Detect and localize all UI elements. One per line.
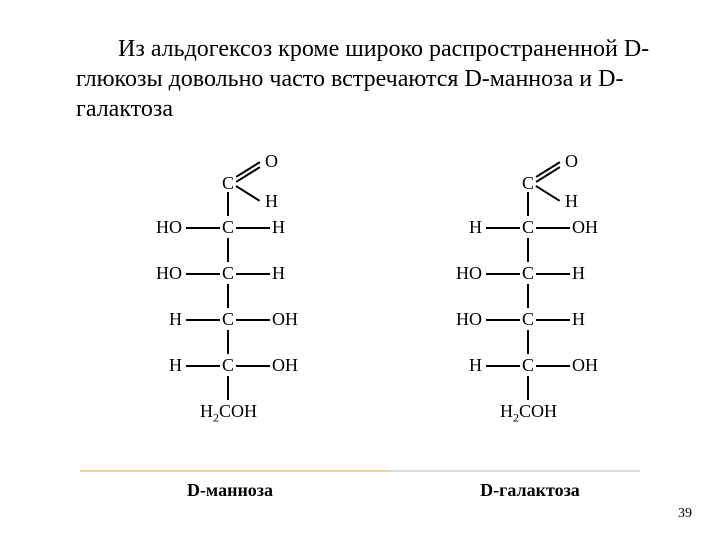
galactose-c3-lb [486,273,520,275]
galactose-c5-right: OH [572,356,598,374]
galactose-c3-rb [536,273,570,275]
mannose-v1 [227,192,229,216]
mannose-c6: H2COH [200,402,257,424]
molecule-mannose: C O H C HO H C HO H C H OH C H OH H2COH … [120,150,340,510]
intro-paragraph: Из альдогексоз кроме широко распростране… [76,34,656,124]
mannose-c3-right: H [272,264,285,282]
molecule-galactose: C O H C H OH C HO H C HO H C H OH H2COH … [420,150,640,510]
galactose-v5 [527,376,529,400]
mannose-c4: C [221,310,235,328]
mannose-c5-left: H [146,356,182,374]
mannose-c2-left: HO [146,218,182,236]
mannose-c1: C [221,174,235,192]
galactose-c4-lb [486,319,520,321]
galactose-c5: C [521,356,535,374]
mannose-c1-h: H [265,192,278,210]
mannose-c3-lb [186,273,220,275]
galactose-v3 [527,284,529,308]
galactose-v2 [527,238,529,262]
mannose-c2-rb [236,227,270,229]
galactose-c3: C [521,264,535,282]
galactose-v1 [527,192,529,216]
galactose-c5-rb [536,365,570,367]
galactose-c2-rb [536,227,570,229]
mannose-v4 [227,330,229,354]
mannose-c4-rb [236,319,270,321]
galactose-c3-left: HO [446,264,482,282]
galactose-c4: C [521,310,535,328]
galactose-c5-lb [486,365,520,367]
galactose-name: D-галактоза [420,480,640,501]
mannose-c5-right: OH [272,356,298,374]
mannose-c4-right: OH [272,310,298,328]
galactose-c6: H2COH [500,402,557,424]
galactose-c4-left: HO [446,310,482,328]
galactose-v4 [527,330,529,354]
mannose-v2 [227,238,229,262]
mannose-name: D-манноза [120,480,340,501]
mannose-c5: C [221,356,235,374]
mannose-c1-h-bond [236,185,261,201]
mannose-c3: C [221,264,235,282]
galactose-o: O [565,152,578,170]
mannose-c5-lb [186,365,220,367]
mannose-o: O [265,152,278,170]
galactose-c1: C [521,174,535,192]
galactose-c5-left: H [446,356,482,374]
intro-text: Из альдогексоз кроме широко распростране… [76,36,649,122]
mannose-c4-lb [186,319,220,321]
galactose-c1-h-bond [536,185,561,201]
mannose-c2-right: H [272,218,285,236]
galactose-c4-right: H [572,310,585,328]
galactose-c2-left: H [446,218,482,236]
mannose-v5 [227,376,229,400]
page-number: 39 [678,506,692,522]
mannose-c3-left: HO [146,264,182,282]
galactose-c4-rb [536,319,570,321]
mannose-c2: C [221,218,235,236]
mannose-c3-rb [236,273,270,275]
galactose-c1-h: H [565,192,578,210]
mannose-c2-lb [186,227,220,229]
galactose-c2: C [521,218,535,236]
mannose-c4-left: H [146,310,182,328]
galactose-c3-right: H [572,264,585,282]
galactose-c2-lb [486,227,520,229]
mannose-v3 [227,284,229,308]
mannose-c5-rb [236,365,270,367]
galactose-c2-right: OH [572,218,598,236]
